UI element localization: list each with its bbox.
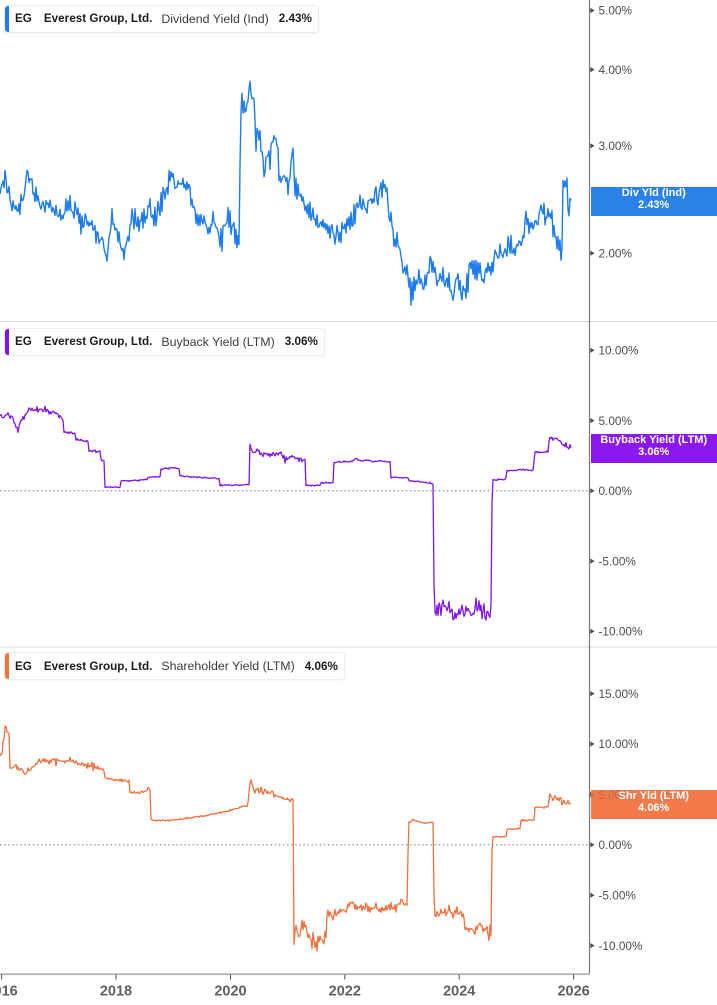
svg-text:2024: 2024 — [443, 984, 475, 1000]
svg-text:15.00%: 15.00% — [599, 687, 640, 701]
svg-text:2.00%: 2.00% — [599, 246, 633, 260]
svg-text:4.00%: 4.00% — [599, 63, 633, 77]
svg-text:-10.00%: -10.00% — [599, 625, 643, 639]
svg-text:10.00%: 10.00% — [599, 344, 640, 358]
svg-text:-5.00%: -5.00% — [599, 888, 637, 902]
svg-text:0.00%: 0.00% — [599, 484, 633, 498]
svg-text:2016: 2016 — [0, 984, 18, 1000]
svg-text:3.00%: 3.00% — [599, 139, 633, 153]
svg-text:-10.00%: -10.00% — [599, 939, 643, 953]
svg-text:5.00%: 5.00% — [599, 414, 633, 428]
svg-text:2020: 2020 — [214, 984, 246, 1000]
svg-text:5.00%: 5.00% — [599, 4, 633, 18]
svg-text:2018: 2018 — [100, 984, 132, 1000]
svg-text:0.00%: 0.00% — [599, 838, 633, 852]
svg-text:2022: 2022 — [329, 984, 361, 1000]
svg-text:2026: 2026 — [557, 984, 589, 1000]
svg-text:-5.00%: -5.00% — [599, 554, 637, 568]
svg-text:10.00%: 10.00% — [599, 737, 640, 751]
